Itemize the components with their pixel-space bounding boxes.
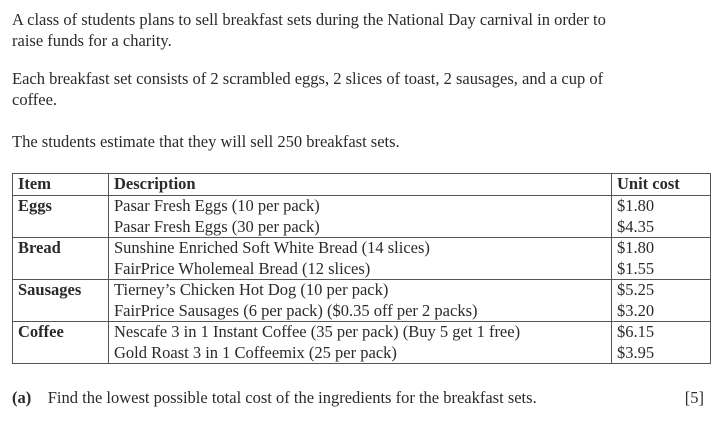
description-line: Nescafe 3 in 1 Instant Coffee (35 per pa…: [114, 322, 521, 341]
question-a: (a) Find the lowest possible total cost …: [12, 387, 704, 408]
table-row: Eggs Pasar Fresh Eggs (10 per pack) Pasar …: [12, 195, 711, 238]
description-line: FairPrice Wholemeal Bread (12 slices): [114, 258, 371, 278]
description-line: Pasar Fresh Eggs (30 per pack): [114, 216, 320, 236]
price-table: Item Description Unit cost Eggs Pasar Fre…: [12, 173, 711, 364]
unit-cost: $3.95: [617, 342, 655, 362]
question-marks: [5]: [684, 388, 704, 407]
intro-line: The students estimate that they will sel…: [12, 132, 400, 151]
unit-cost: $6.15: [617, 322, 655, 341]
unit-cost: $1.55: [617, 258, 655, 278]
unit-cost: $5.25: [617, 280, 655, 299]
header-unit-cost: Unit cost: [611, 173, 711, 196]
unit-cost: $1.80: [617, 196, 655, 215]
header-item: Item: [12, 173, 109, 196]
table-row: Coffee Nescafe 3 in 1 Instant Coffee (35 …: [12, 321, 711, 364]
description-line: Pasar Fresh Eggs (10 per pack): [114, 196, 320, 215]
item-cell: Bread: [12, 237, 109, 280]
description-line: Sunshine Enriched Soft White Bread (14 s…: [114, 238, 430, 257]
intro-line: raise funds for a charity.: [12, 31, 172, 50]
cost-cell: $1.80 $4.35: [611, 195, 711, 238]
cost-cell: $5.25 $3.20: [611, 279, 711, 322]
table-row: Sausages Tierney’s Chicken Hot Dog (10 pe…: [12, 279, 711, 322]
unit-cost: $4.35: [617, 216, 655, 236]
description-cell: Tierney’s Chicken Hot Dog (10 per pack) F…: [108, 279, 612, 322]
description-line: Gold Roast 3 in 1 Coffeemix (25 per pack…: [114, 342, 397, 362]
table-row: Bread Sunshine Enriched Soft White Bread …: [12, 237, 711, 280]
question-label: (a): [12, 388, 32, 407]
description-cell: Nescafe 3 in 1 Instant Coffee (35 per pa…: [108, 321, 612, 364]
item-cell: Sausages: [12, 279, 109, 322]
unit-cost: $1.80: [617, 238, 655, 257]
table-header: Item Description Unit cost: [12, 173, 711, 196]
cost-cell: $6.15 $3.95: [611, 321, 711, 364]
description-line: Tierney’s Chicken Hot Dog (10 per pack): [114, 280, 389, 299]
description-cell: Pasar Fresh Eggs (10 per pack) Pasar Fres…: [108, 195, 612, 238]
description-cell: Sunshine Enriched Soft White Bread (14 s…: [108, 237, 612, 280]
intro-line: coffee.: [12, 90, 58, 109]
intro-line: A class of students plans to sell breakf…: [12, 10, 606, 29]
intro-line: Each breakfast set consists of 2 scrambl…: [12, 69, 604, 88]
item-cell: Eggs: [12, 195, 109, 238]
cost-cell: $1.80 $1.55: [611, 237, 711, 280]
question-text: Find the lowest possible total cost of t…: [47, 388, 537, 407]
item-cell: Coffee: [12, 321, 109, 364]
header-description: Description: [108, 173, 612, 196]
description-line: FairPrice Sausages (6 per pack) ($0.35 o…: [114, 300, 478, 320]
unit-cost: $3.20: [617, 300, 655, 320]
